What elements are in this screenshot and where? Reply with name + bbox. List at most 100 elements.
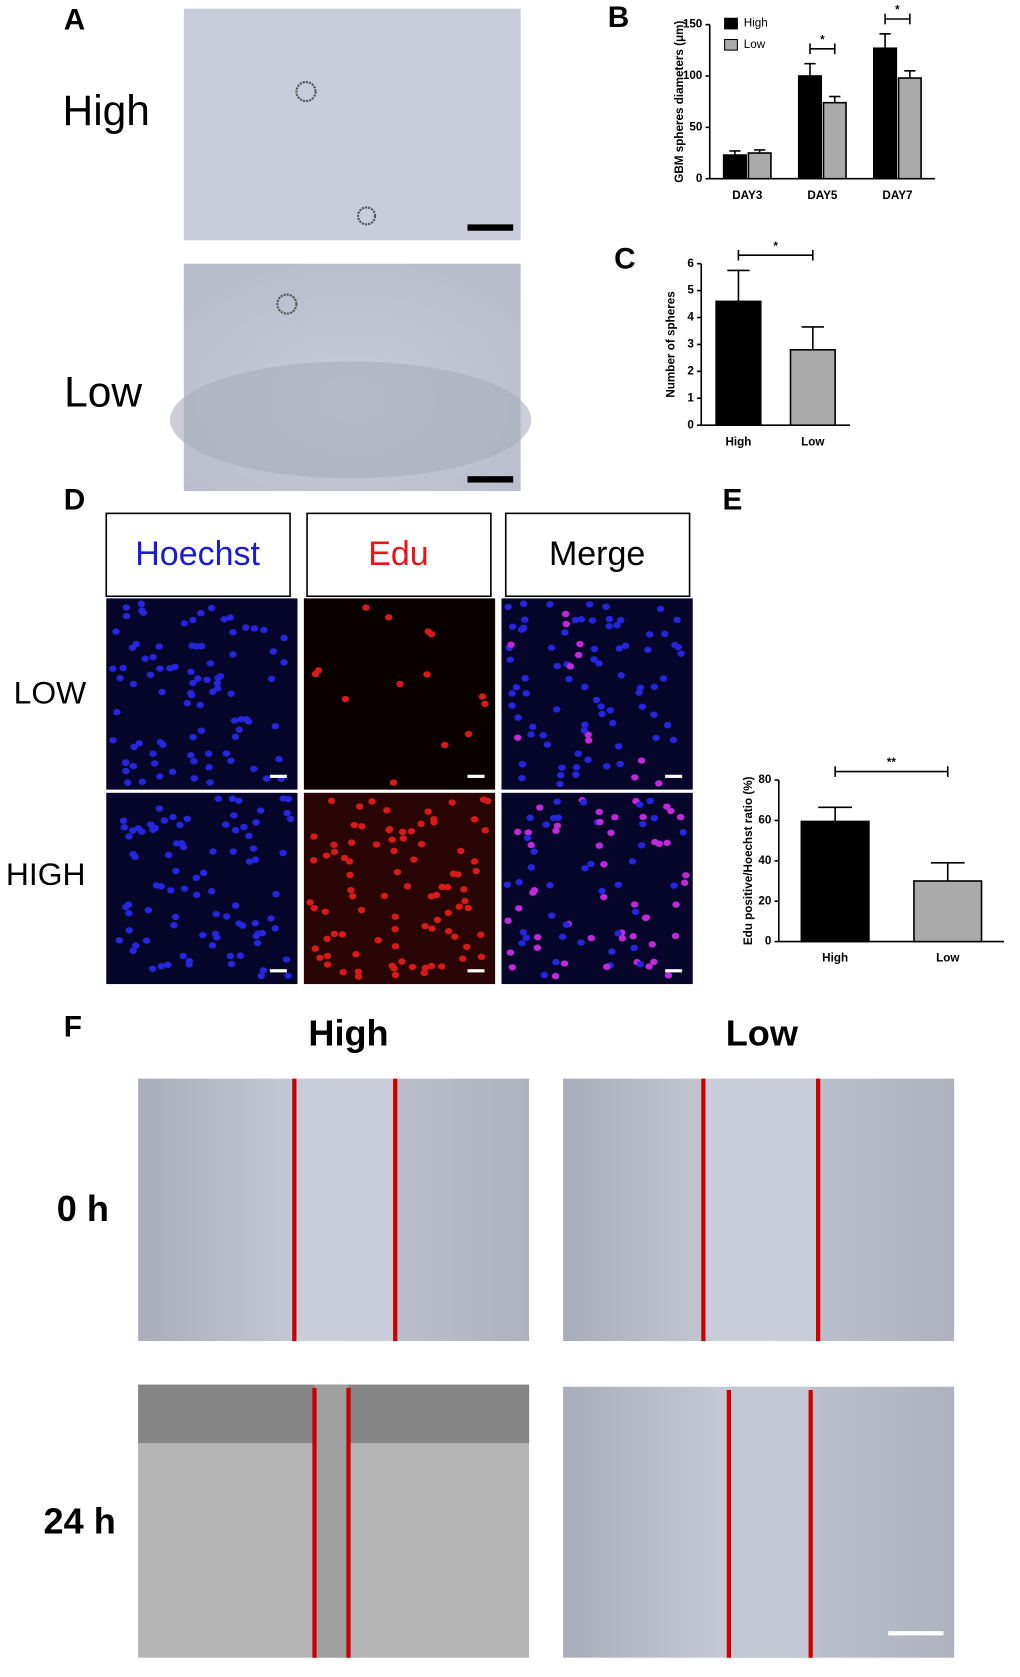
y-tick-label: 50 <box>689 120 702 133</box>
nucleus <box>438 963 446 970</box>
scale-bar <box>269 774 287 778</box>
sphere <box>295 80 317 103</box>
nucleus <box>560 960 569 967</box>
nucleus <box>286 815 295 823</box>
nucleus <box>523 834 532 842</box>
nucleus <box>427 630 436 638</box>
nucleus <box>600 861 608 868</box>
nucleus <box>609 719 617 727</box>
nucleus <box>267 675 276 682</box>
nucleus <box>521 675 529 682</box>
nucleus <box>190 758 198 765</box>
nucleus <box>504 603 512 611</box>
nucleus <box>403 883 412 890</box>
nucleus <box>522 934 531 941</box>
scale-bar <box>888 1631 944 1636</box>
nucleus <box>676 813 685 821</box>
nucleus <box>614 881 623 888</box>
nucleus <box>222 913 231 920</box>
y-tick-label: 6 <box>687 257 694 270</box>
nucleus <box>621 642 630 649</box>
nucleus <box>138 828 146 835</box>
nucleus <box>631 774 639 781</box>
nucleus <box>553 798 561 805</box>
nucleus <box>504 917 512 924</box>
x-tick-label: High <box>725 435 751 448</box>
nucleus <box>588 617 597 624</box>
nucleus <box>631 908 640 916</box>
nucleus <box>521 616 529 623</box>
nucleus <box>635 801 644 808</box>
bar <box>789 349 836 426</box>
legend-label: Low <box>744 38 766 51</box>
nucleus <box>150 760 159 767</box>
nucleus <box>503 881 512 888</box>
nucleus <box>306 899 314 906</box>
nucleus <box>481 700 489 708</box>
nucleus <box>346 871 354 879</box>
nucleus <box>530 848 538 855</box>
nucleus <box>671 932 680 940</box>
nucleus <box>355 803 364 810</box>
nucleus <box>639 820 647 828</box>
scale-bar <box>665 969 683 973</box>
column-box <box>504 512 691 598</box>
nucleus <box>368 798 376 805</box>
y-tick-label: 0 <box>696 172 703 185</box>
shadow <box>170 361 532 479</box>
fluorescence-image <box>501 598 693 790</box>
row-label: Low <box>64 370 142 417</box>
wound-gap <box>703 1078 819 1342</box>
nucleus <box>391 971 400 979</box>
nucleus <box>176 821 184 829</box>
nucleus <box>514 828 522 836</box>
nucleus <box>216 673 225 680</box>
nucleus <box>663 721 672 729</box>
nucleus <box>598 710 606 718</box>
nucleus <box>595 808 603 816</box>
nucleus <box>323 935 331 943</box>
nucleus <box>557 771 565 779</box>
nucleus <box>574 651 583 659</box>
micrograph <box>183 8 521 241</box>
column-label: High <box>308 1013 388 1054</box>
row-label: HIGH <box>6 856 86 892</box>
nucleus <box>464 904 473 912</box>
nucleus <box>667 807 675 815</box>
nucleus <box>209 848 217 855</box>
bar <box>722 154 747 180</box>
nucleus <box>508 702 516 709</box>
nucleus <box>271 925 279 932</box>
bar <box>873 47 898 180</box>
nucleus <box>149 653 157 661</box>
nucleus <box>113 708 121 716</box>
nucleus <box>213 685 222 692</box>
nucleus <box>540 971 549 979</box>
nucleus <box>577 939 585 946</box>
scale-bar <box>467 476 514 483</box>
nucleus <box>673 616 681 624</box>
nucleus <box>585 601 594 608</box>
nucleus <box>249 845 258 852</box>
nucleus <box>566 663 575 670</box>
panel-label: D <box>64 484 86 517</box>
nucleus <box>579 799 588 806</box>
nucleus <box>527 864 536 871</box>
nucleus <box>590 656 598 663</box>
nucleus <box>280 659 288 666</box>
nucleus <box>645 631 654 638</box>
nucleus <box>600 893 608 901</box>
nucleus <box>169 813 177 821</box>
nucleus <box>229 651 237 658</box>
nucleus <box>628 858 637 865</box>
nucleus <box>231 902 240 909</box>
nucleus <box>572 764 581 771</box>
nucleus <box>214 795 223 802</box>
y-tick-label: 4 <box>687 311 694 324</box>
nucleus <box>506 949 515 956</box>
nucleus <box>115 937 124 944</box>
nucleus <box>130 743 138 751</box>
bar <box>747 152 772 180</box>
nucleus <box>512 684 521 691</box>
nucleus <box>203 676 211 684</box>
